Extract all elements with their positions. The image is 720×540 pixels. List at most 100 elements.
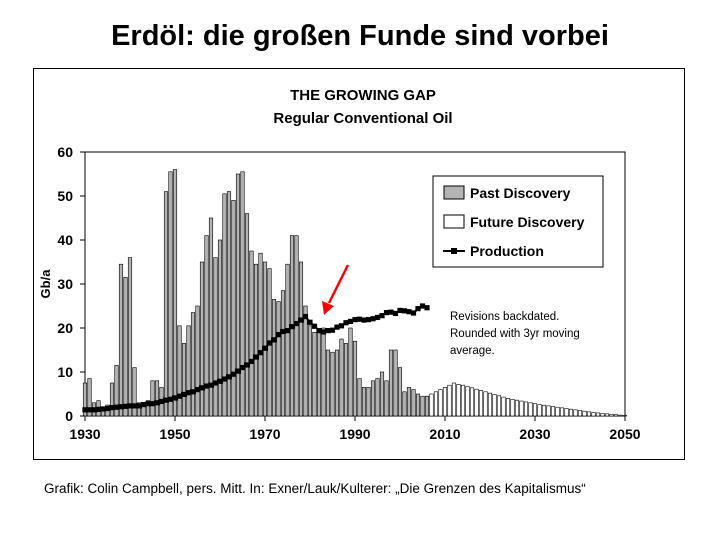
past-discovery-bar bbox=[150, 380, 155, 417]
annotation-line-2: Rounded with 3yr moving bbox=[450, 328, 580, 340]
production-point bbox=[370, 316, 376, 322]
past-discovery-bar bbox=[276, 301, 281, 417]
future-discovery-bar bbox=[496, 395, 502, 417]
future-discovery-bar bbox=[429, 393, 434, 417]
legend-swatch-future bbox=[443, 214, 465, 229]
x-tick-label: 1950 bbox=[159, 426, 190, 442]
future-discovery-bar bbox=[474, 388, 479, 417]
production-point bbox=[284, 328, 291, 334]
past-discovery-bar bbox=[406, 387, 412, 417]
y-tick-label: 50 bbox=[57, 188, 73, 204]
chart-subtitle: Regular Conventional Oil bbox=[273, 110, 452, 127]
past-discovery-bar bbox=[366, 387, 371, 417]
past-discovery-bar bbox=[181, 343, 187, 417]
past-discovery-bar bbox=[334, 349, 340, 417]
future-discovery-bar bbox=[550, 406, 556, 417]
future-discovery-bar bbox=[546, 405, 551, 417]
production-point bbox=[154, 400, 160, 406]
production-point bbox=[302, 313, 309, 320]
production-point bbox=[293, 321, 300, 327]
past-discovery-bar bbox=[136, 402, 142, 417]
legend-swatch-past bbox=[443, 185, 465, 200]
chart-frame bbox=[33, 68, 685, 460]
production-point bbox=[100, 406, 106, 412]
production-point bbox=[338, 323, 345, 329]
past-discovery-bar bbox=[280, 290, 286, 417]
legend-label-production: Production bbox=[470, 243, 544, 259]
production-point bbox=[95, 406, 102, 412]
past-discovery-bar bbox=[285, 263, 290, 417]
past-discovery-bar bbox=[177, 325, 182, 417]
future-discovery-bar bbox=[541, 404, 547, 417]
past-discovery-bar bbox=[424, 395, 430, 417]
future-discovery-bar bbox=[514, 399, 520, 417]
future-discovery-bar bbox=[456, 384, 461, 417]
production-point bbox=[230, 371, 237, 377]
production-point bbox=[298, 317, 304, 323]
past-discovery-bar bbox=[217, 239, 223, 417]
past-discovery-bar bbox=[325, 349, 331, 417]
past-discovery-bar bbox=[316, 332, 322, 417]
annotation-line-1: Revisions backdated. bbox=[450, 311, 559, 323]
production-point bbox=[320, 329, 327, 335]
production-point bbox=[127, 403, 133, 409]
production-point bbox=[257, 350, 264, 356]
production-point bbox=[203, 383, 210, 389]
future-discovery-bar bbox=[433, 391, 439, 417]
production-point bbox=[316, 328, 322, 334]
production-points bbox=[82, 303, 430, 413]
past-discovery-bar bbox=[109, 382, 115, 417]
annotation-line-3: average. bbox=[450, 345, 495, 357]
past-discovery-bar bbox=[379, 371, 385, 417]
past-discovery-bar bbox=[114, 365, 119, 417]
production-point bbox=[167, 396, 174, 402]
production-point bbox=[280, 328, 286, 335]
legend-marker-production bbox=[451, 248, 457, 254]
production-point bbox=[311, 323, 318, 329]
production-point bbox=[388, 309, 394, 315]
production-point bbox=[401, 308, 408, 314]
x-tick-label: 1990 bbox=[339, 426, 370, 442]
future-discovery-bar bbox=[618, 414, 623, 417]
past-discovery-bar bbox=[343, 343, 349, 417]
red-arrow-head bbox=[322, 301, 334, 315]
production-point bbox=[334, 324, 340, 330]
y-tick-label: 30 bbox=[57, 276, 73, 292]
past-discovery-bar bbox=[411, 389, 416, 417]
y-axis: 0 10 20 30 40 50 60 bbox=[57, 144, 85, 424]
production-point bbox=[149, 401, 156, 407]
production-point bbox=[212, 380, 219, 386]
past-discovery-bar bbox=[163, 191, 169, 417]
chart: THE GROWING GAP Regular Conventional Oil… bbox=[38, 87, 641, 442]
production-point bbox=[352, 317, 358, 323]
future-discovery-bar bbox=[460, 384, 466, 417]
past-discovery-bar bbox=[231, 200, 236, 417]
future-discovery-bar bbox=[487, 392, 493, 417]
future-discovery-bar bbox=[555, 406, 560, 417]
future-discovery-bar bbox=[586, 411, 592, 417]
production-point bbox=[397, 307, 403, 313]
production-point bbox=[140, 401, 147, 408]
past-discovery-bar bbox=[145, 400, 151, 417]
production-point bbox=[235, 368, 241, 374]
production-point bbox=[158, 398, 165, 405]
past-discovery-bar bbox=[235, 173, 241, 417]
past-discovery-bar bbox=[87, 378, 92, 417]
future-discovery-bar bbox=[604, 413, 610, 417]
future-discovery-bar bbox=[582, 410, 587, 417]
past-discovery-bar bbox=[384, 380, 389, 417]
production-point bbox=[262, 345, 268, 351]
production-point bbox=[392, 310, 399, 317]
future-discovery-bar bbox=[568, 408, 574, 417]
future-discovery-bar bbox=[505, 398, 511, 417]
production-point bbox=[419, 303, 426, 309]
production-point bbox=[199, 385, 205, 391]
past-discovery-bar bbox=[348, 327, 353, 417]
production-point bbox=[113, 404, 120, 410]
production-point bbox=[185, 390, 192, 396]
production-point bbox=[118, 404, 124, 410]
future-discovery-bar bbox=[609, 413, 614, 417]
production-point bbox=[163, 397, 169, 403]
past-discovery-bar bbox=[420, 395, 425, 417]
past-discovery-bars bbox=[82, 169, 430, 417]
